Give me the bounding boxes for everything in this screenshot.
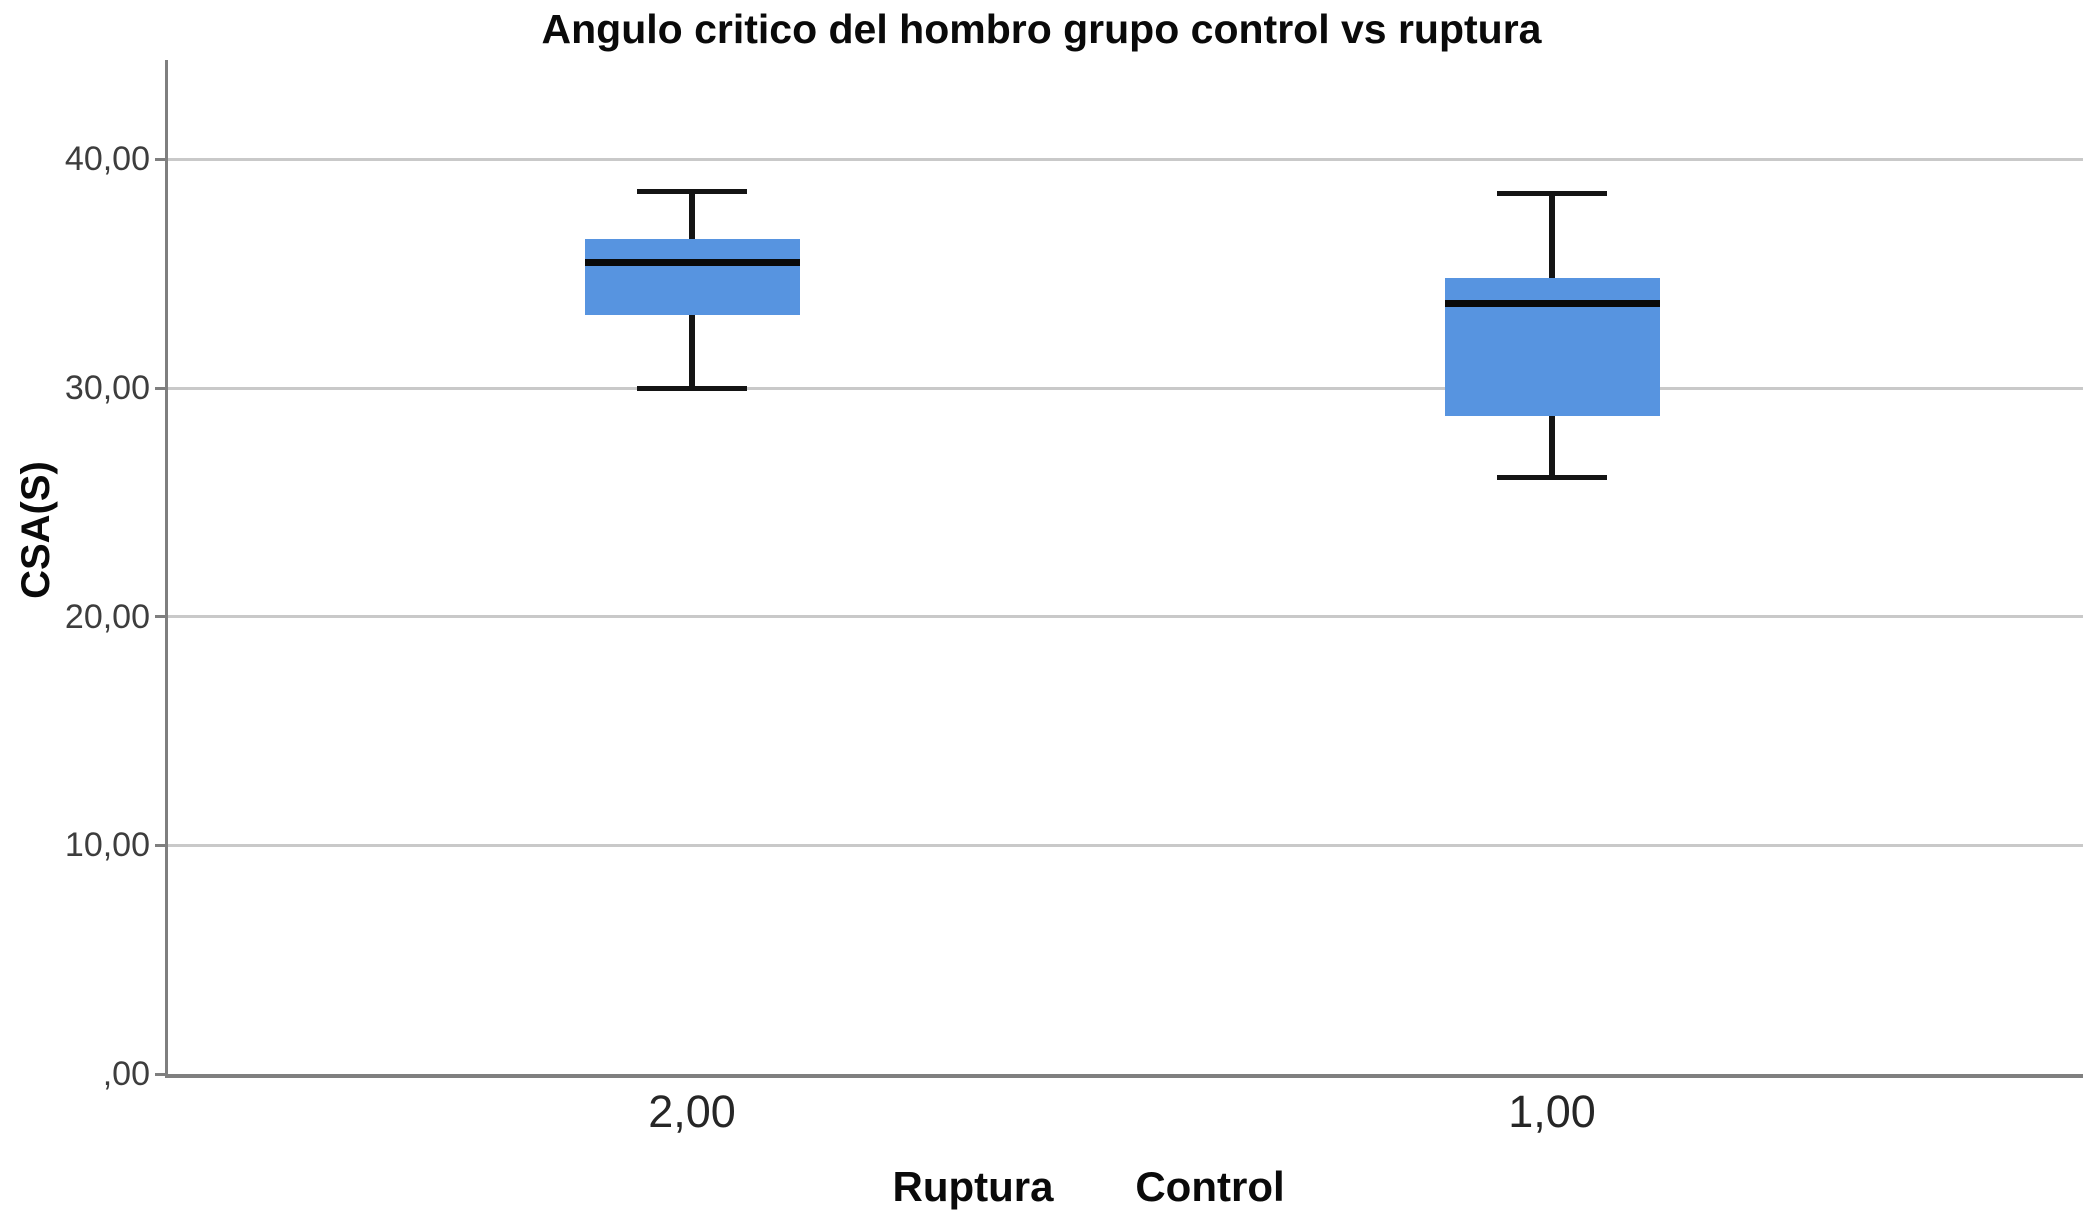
plot-area (155, 60, 2083, 1078)
y-tick-label: 10,00 (64, 826, 150, 865)
y-tick-mark (155, 615, 165, 619)
median-line (584, 258, 800, 266)
y-tick-label: 40,00 (64, 140, 150, 179)
upper-whisker-cap (1497, 191, 1607, 197)
box-control (1444, 278, 1660, 416)
y-tick-mark (155, 157, 165, 161)
gridline (168, 615, 2083, 619)
lower-whisker-cap (637, 385, 747, 391)
y-tick-label: ,00 (102, 1055, 150, 1093)
y-tick-mark (155, 1072, 165, 1076)
group-label-ruptura: Ruptura (892, 1163, 1054, 1210)
y-tick-label: 30,00 (64, 369, 150, 408)
x-tick-label: 1,00 (1508, 1086, 1596, 1137)
y-tick-label: 20,00 (64, 597, 150, 636)
group-label-control: Control (1135, 1163, 1285, 1210)
gridline (168, 843, 2083, 847)
upper-whisker-stem (1549, 193, 1555, 279)
y-tick-mark (155, 843, 165, 847)
lower-whisker-stem (1549, 415, 1555, 478)
gridline (168, 386, 2083, 390)
median-line (1444, 299, 1660, 307)
chart-title: Angulo critico del hombro grupo control … (541, 6, 1542, 52)
gridline (168, 157, 2083, 161)
x-tick-label: 2,00 (648, 1086, 736, 1137)
y-tick-mark (155, 386, 165, 390)
lower-whisker-stem (689, 314, 695, 389)
box-ruptura (584, 239, 800, 315)
upper-whisker-cap (637, 188, 747, 194)
lower-whisker-cap (1497, 474, 1607, 480)
upper-whisker-stem (689, 191, 695, 240)
